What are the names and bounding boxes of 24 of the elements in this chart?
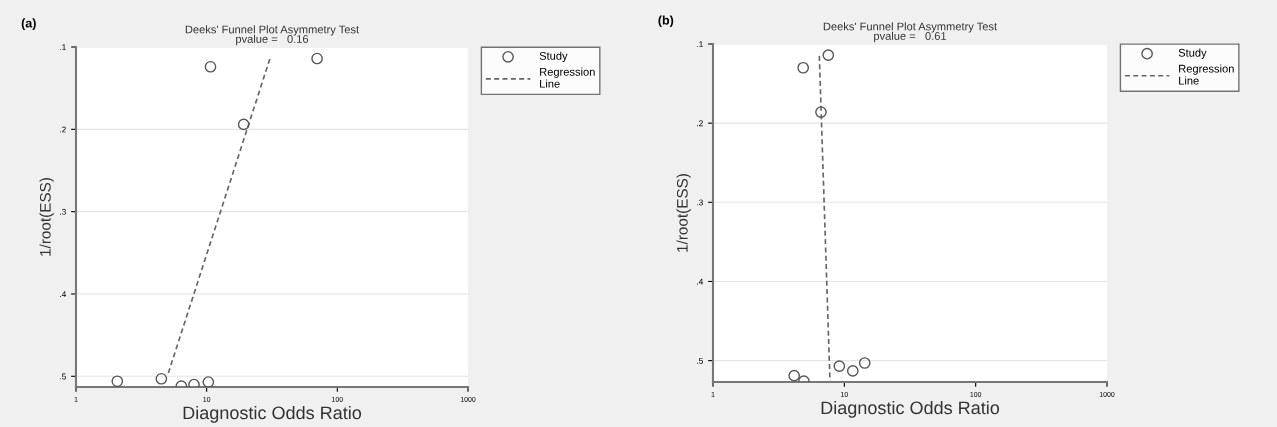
y-tick-label: .2	[697, 120, 703, 127]
chart-title: Deeks' Funnel Plot Asymmetry Test	[823, 22, 998, 33]
x-axis-title: Diagnostic Odds Ratio	[821, 400, 1000, 418]
y-tick-label: .1	[697, 41, 703, 48]
y-axis-title: 1/root(ESS)	[676, 174, 691, 252]
y-tick-label: .4	[60, 291, 67, 297]
x-axis-title: Diagnostic Odds Ratio	[183, 405, 362, 423]
legend-label: Study	[539, 51, 568, 63]
y-tick-label: .5	[697, 357, 703, 364]
text: (a)	[21, 18, 36, 30]
legend-label: Regression Line	[1179, 64, 1234, 85]
legend-label: Regression Line	[540, 67, 595, 88]
y-tick-label: .3	[697, 199, 703, 206]
y-tick-label: .4	[697, 278, 704, 285]
chart-subtitle: pvalue = 0.16	[236, 34, 309, 46]
y-tick-label: .1	[60, 44, 66, 51]
y-tick-label: .3	[60, 208, 66, 215]
chart-subtitle: pvalue = 0.61	[874, 31, 947, 43]
y-tick-label: .5	[60, 373, 66, 380]
chart-title: Deeks' Funnel Plot Asymmetry Test	[185, 25, 360, 36]
legend-label: Study	[1178, 48, 1207, 59]
y-axis-title: 1/root(ESS)	[39, 178, 54, 256]
text: (b)	[658, 15, 674, 28]
y-tick-label: .2	[60, 126, 66, 133]
